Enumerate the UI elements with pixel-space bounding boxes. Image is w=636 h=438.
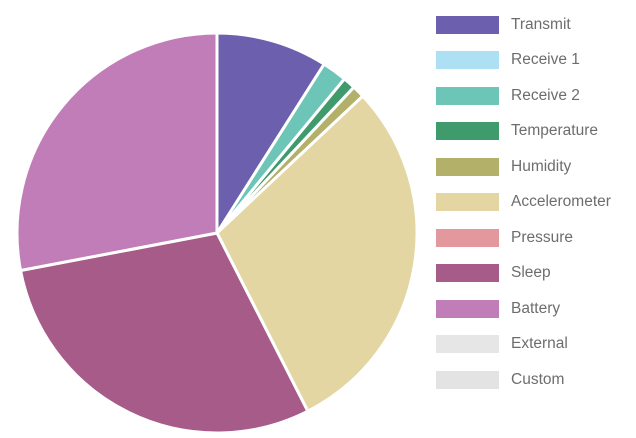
legend-item-accelerometer: Accelerometer bbox=[436, 185, 632, 221]
legend-label: Receive 2 bbox=[511, 86, 580, 104]
legend-swatch bbox=[436, 15, 499, 34]
legend-item-humidity: Humidity bbox=[436, 149, 632, 185]
legend-label: Accelerometer bbox=[511, 193, 611, 211]
legend-item-receive-1: Receive 1 bbox=[436, 43, 632, 79]
legend-item-battery: Battery bbox=[436, 291, 632, 327]
legend-swatch bbox=[436, 86, 499, 105]
legend-label: Transmit bbox=[511, 15, 571, 33]
pie-slice-battery bbox=[15, 31, 219, 272]
legend-label: Receive 1 bbox=[511, 51, 580, 69]
legend-item-custom: Custom bbox=[436, 362, 632, 398]
legend-swatch bbox=[436, 51, 499, 70]
legend-swatch bbox=[436, 264, 499, 283]
pie-plot bbox=[15, 31, 419, 435]
legend-swatch bbox=[436, 193, 499, 212]
legend-item-external: External bbox=[436, 327, 632, 363]
legend-swatch bbox=[436, 122, 499, 141]
legend-item-transmit: Transmit bbox=[436, 7, 632, 43]
legend-item-temperature: Temperature bbox=[436, 114, 632, 150]
chart-legend: Transmit Receive 1 Receive 2 Temperature Hum… bbox=[436, 7, 632, 398]
legend-item-sleep: Sleep bbox=[436, 256, 632, 292]
legend-label: External bbox=[511, 335, 568, 353]
legend-swatch bbox=[436, 228, 499, 247]
pie-slice-transmit bbox=[215, 31, 326, 235]
legend-swatch bbox=[436, 335, 499, 354]
legend-label: Custom bbox=[511, 370, 565, 388]
pie-slice-sleep bbox=[19, 231, 310, 435]
pie-slice-accelerometer bbox=[215, 94, 419, 413]
legend-swatch bbox=[436, 299, 499, 318]
legend-label: Humidity bbox=[511, 157, 572, 175]
legend-label: Temperature bbox=[511, 122, 599, 140]
legend-item-receive-2: Receive 2 bbox=[436, 78, 632, 114]
legend-label: Sleep bbox=[511, 264, 551, 282]
legend-swatch bbox=[436, 370, 499, 389]
legend-label: Pressure bbox=[511, 228, 574, 246]
legend-item-pressure: Pressure bbox=[436, 220, 632, 256]
legend-label: Battery bbox=[511, 299, 561, 317]
legend-swatch bbox=[436, 157, 499, 176]
